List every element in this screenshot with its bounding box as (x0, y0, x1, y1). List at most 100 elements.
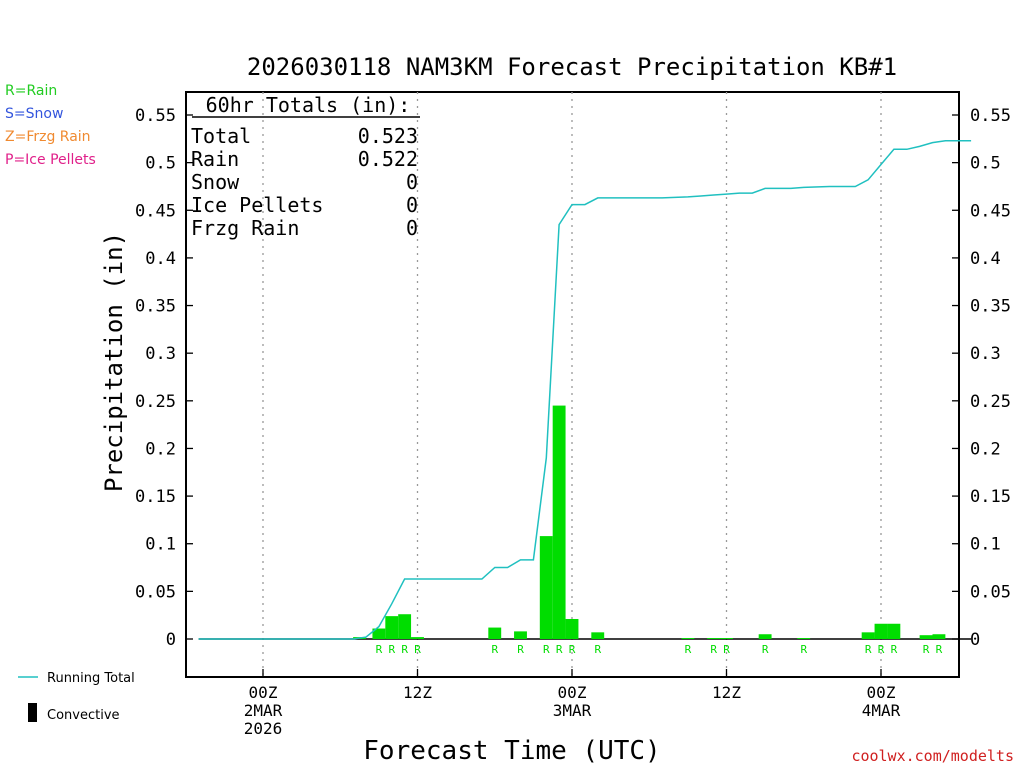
bar-type-label-8: R (556, 643, 563, 656)
precip-bar-12 (707, 638, 721, 639)
precip-bars (353, 405, 946, 639)
bar-type-label-7: R (543, 643, 550, 656)
bar-type-label-4: R (414, 643, 421, 656)
bar-type-label-15: R (800, 643, 807, 656)
x-tick-label-0-2: 2026 (244, 719, 283, 738)
y-tick-label-right-10: 0.5 (970, 154, 1001, 174)
bar-type-label-5: R (491, 643, 498, 656)
precip-bar-14 (758, 634, 772, 639)
totals-total-label: Total (191, 124, 251, 148)
legend-snow: S=Snow (5, 106, 63, 122)
precip-bar-2 (385, 616, 399, 639)
totals-ice-pellets-label: Ice Pellets (191, 193, 323, 217)
bar-type-label-14: R (762, 643, 769, 656)
totals-snow-label: Snow (191, 170, 240, 194)
precip-type-legend: R=Rain S=Snow Z=Frzg Rain P=Ice Pellets (5, 83, 96, 168)
totals-frzg-rain-label: Frzg Rain (191, 216, 299, 240)
precip-bar-15 (797, 638, 811, 639)
chart-title: 2026030118 NAM3KM Forecast Precipitation… (247, 53, 897, 81)
bar-type-label-10: R (594, 643, 601, 656)
precip-bar-11 (681, 638, 695, 639)
y-tick-label-right-0: 0 (970, 630, 980, 650)
legend-running-total: Running Total (47, 671, 135, 686)
running-total-line (198, 139, 972, 640)
precip-bar-4 (411, 637, 424, 639)
precip-bar-5 (488, 627, 502, 639)
y-tick-label-right-3: 0.15 (970, 487, 1011, 507)
bar-type-label-18: R (891, 643, 898, 656)
totals-ice-pellets-value: 0 (406, 193, 418, 217)
bar-type-label-12: R (710, 643, 717, 656)
totals-heading: 60hr Totals (in): (206, 93, 411, 117)
y-tick-label-right-5: 0.25 (970, 392, 1011, 412)
y-tick-label-right-4: 0.2 (970, 439, 1001, 459)
bar-type-label-13: R (723, 643, 730, 656)
y-tick-label-right-1: 0.05 (970, 582, 1011, 602)
y-tick-label-left-5: 0.25 (135, 392, 176, 412)
bar-type-label-9: R (569, 643, 576, 656)
precip-bar-10 (591, 632, 605, 639)
convective-swatch (28, 703, 37, 722)
bar-type-label-17: R (878, 643, 885, 656)
y-tick-label-right-7: 0.35 (970, 297, 1011, 317)
legend-rain: R=Rain (5, 83, 57, 99)
bar-type-label-1: R (376, 643, 383, 656)
totals-box: 60hr Totals (in): Total 0.523 Rain 0.522… (191, 93, 420, 240)
bar-type-label-20: R (936, 643, 943, 656)
legend-convective: Convective (47, 708, 120, 723)
precip-bar-13 (720, 638, 733, 639)
y-tick-label-left-2: 0.1 (145, 535, 176, 555)
x-axis-label: Forecast Time (UTC) (363, 736, 660, 766)
y-axis-left: 0 0.05 0.1 0.15 0.2 0.25 0.3 0.35 0.4 0.45 0.5 0.55 (135, 106, 193, 650)
y-tick-label-left-6: 0.3 (145, 344, 176, 364)
y-tick-label-left-11: 0.55 (135, 106, 176, 126)
precip-bar-19 (919, 635, 933, 639)
y-tick-label-left-9: 0.45 (135, 201, 176, 221)
totals-rain-value: 0.522 (358, 147, 418, 171)
y-tick-label-left-4: 0.2 (145, 439, 176, 459)
series-legend: Running Total Convective (18, 671, 135, 723)
legend-freezing-rain: Z=Frzg Rain (5, 129, 91, 145)
x-tick-label-2-1: 3MAR (553, 701, 592, 720)
y-tick-label-right-6: 0.3 (970, 344, 1001, 364)
totals-rain-label: Rain (191, 147, 239, 171)
y-axis-right: 0 0.05 0.1 0.15 0.2 0.25 0.3 0.35 0.4 0.45 0.5 0.55 (952, 106, 1011, 650)
bar-type-label-16: R (865, 643, 872, 656)
x-tick-label-4-1: 4MAR (862, 701, 901, 720)
precip-bar-17 (874, 623, 888, 639)
x-tick-label-4-0: 00Z (867, 683, 896, 702)
y-tick-label-left-3: 0.15 (135, 487, 176, 507)
y-tick-label-right-9: 0.45 (970, 201, 1011, 221)
totals-frzg-rain-value: 0 (406, 216, 418, 240)
vertical-gridlines (262, 92, 882, 677)
totals-total-value: 0.523 (358, 124, 418, 148)
precip-bar-20 (932, 634, 946, 639)
precip-bar-3 (398, 614, 412, 639)
precip-bar-7 (539, 536, 553, 639)
y-axis-label: Precipitation (in) (100, 232, 128, 492)
bar-type-label-3: R (401, 643, 408, 656)
y-tick-label-left-7: 0.35 (135, 297, 176, 317)
y-tick-label-left-1: 0.05 (135, 582, 176, 602)
x-tick-label-2-0: 00Z (558, 683, 587, 702)
y-tick-label-left-0: 0 (166, 630, 176, 650)
precip-bar-6 (514, 631, 527, 639)
source-site-label: coolwx.com/modelts (851, 747, 1014, 765)
bar-type-label-19: R (923, 643, 930, 656)
precip-bar-16 (861, 632, 875, 639)
y-tick-label-right-2: 0.1 (970, 535, 1001, 555)
x-tick-label-1-0: 12Z (403, 683, 432, 702)
x-tick-label-0-1: 2MAR (244, 701, 283, 720)
precip-bar-9 (565, 618, 579, 639)
precip-bar-1 (372, 628, 386, 639)
y-tick-label-left-10: 0.5 (145, 154, 176, 174)
totals-snow-value: 0 (406, 170, 418, 194)
precip-bar-18 (887, 623, 901, 639)
x-tick-label-3-0: 12Z (712, 683, 741, 702)
bar-type-label-6: R (517, 643, 524, 656)
bar-type-label-2: R (388, 643, 395, 656)
y-tick-label-right-8: 0.4 (970, 249, 1001, 269)
